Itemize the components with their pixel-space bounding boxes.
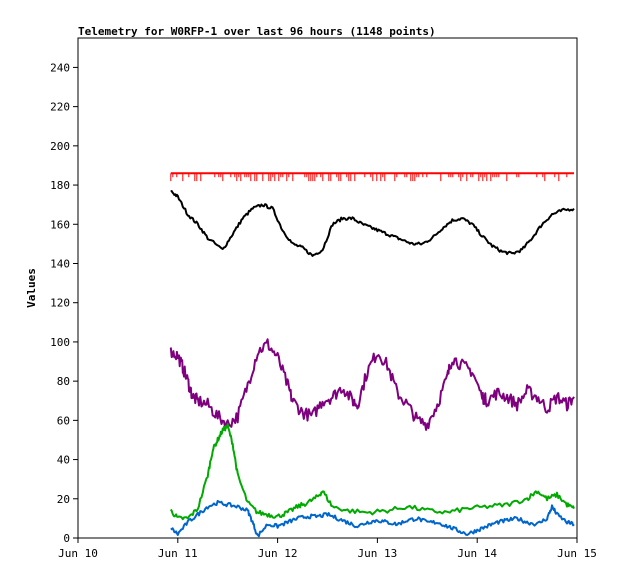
plot-frame xyxy=(77,37,578,539)
series-1 xyxy=(170,172,575,182)
x-tick-label: Jun 15 xyxy=(557,547,597,560)
series-2 xyxy=(170,190,575,257)
y-tick-label: 40 xyxy=(57,454,70,467)
x-tick-label: Jun 12 xyxy=(258,547,298,560)
y-tick-label: 60 xyxy=(57,414,70,427)
y-axis-label: Values xyxy=(25,268,38,308)
x-tick-label: Jun 10 xyxy=(58,547,98,560)
y-tick-label: 160 xyxy=(50,218,70,231)
y-tick-label: 140 xyxy=(50,257,70,270)
y-tick-label: 240 xyxy=(50,61,70,74)
series-5 xyxy=(170,499,575,538)
y-tick-label: 0 xyxy=(63,532,70,545)
axes-layer: 0 20 40 60 80 100 120 140 160 180 200 220 240 Jun 10 J… xyxy=(50,37,597,560)
x-tick-label: Jun 14 xyxy=(457,547,497,560)
x-tick-label: Jun 13 xyxy=(358,547,398,560)
series-line xyxy=(170,190,575,257)
y-tick-label: 100 xyxy=(50,336,70,349)
series-layer xyxy=(169,172,575,538)
y-tick-label: 200 xyxy=(50,140,70,153)
series-line xyxy=(169,338,575,431)
series-line xyxy=(169,423,575,521)
series-3 xyxy=(169,338,575,431)
y-tick-label: 220 xyxy=(50,101,70,114)
x-tick-label: Jun 11 xyxy=(158,547,198,560)
y-tick-label: 80 xyxy=(57,375,70,388)
y-tick-label: 120 xyxy=(50,297,70,310)
chart-title: Telemetry for W0RFP-1 over last 96 hours… xyxy=(78,25,436,38)
y-tick-label: 180 xyxy=(50,179,70,192)
y-tick-label: 20 xyxy=(57,493,70,506)
series-4 xyxy=(169,423,575,521)
series-line xyxy=(170,499,575,538)
